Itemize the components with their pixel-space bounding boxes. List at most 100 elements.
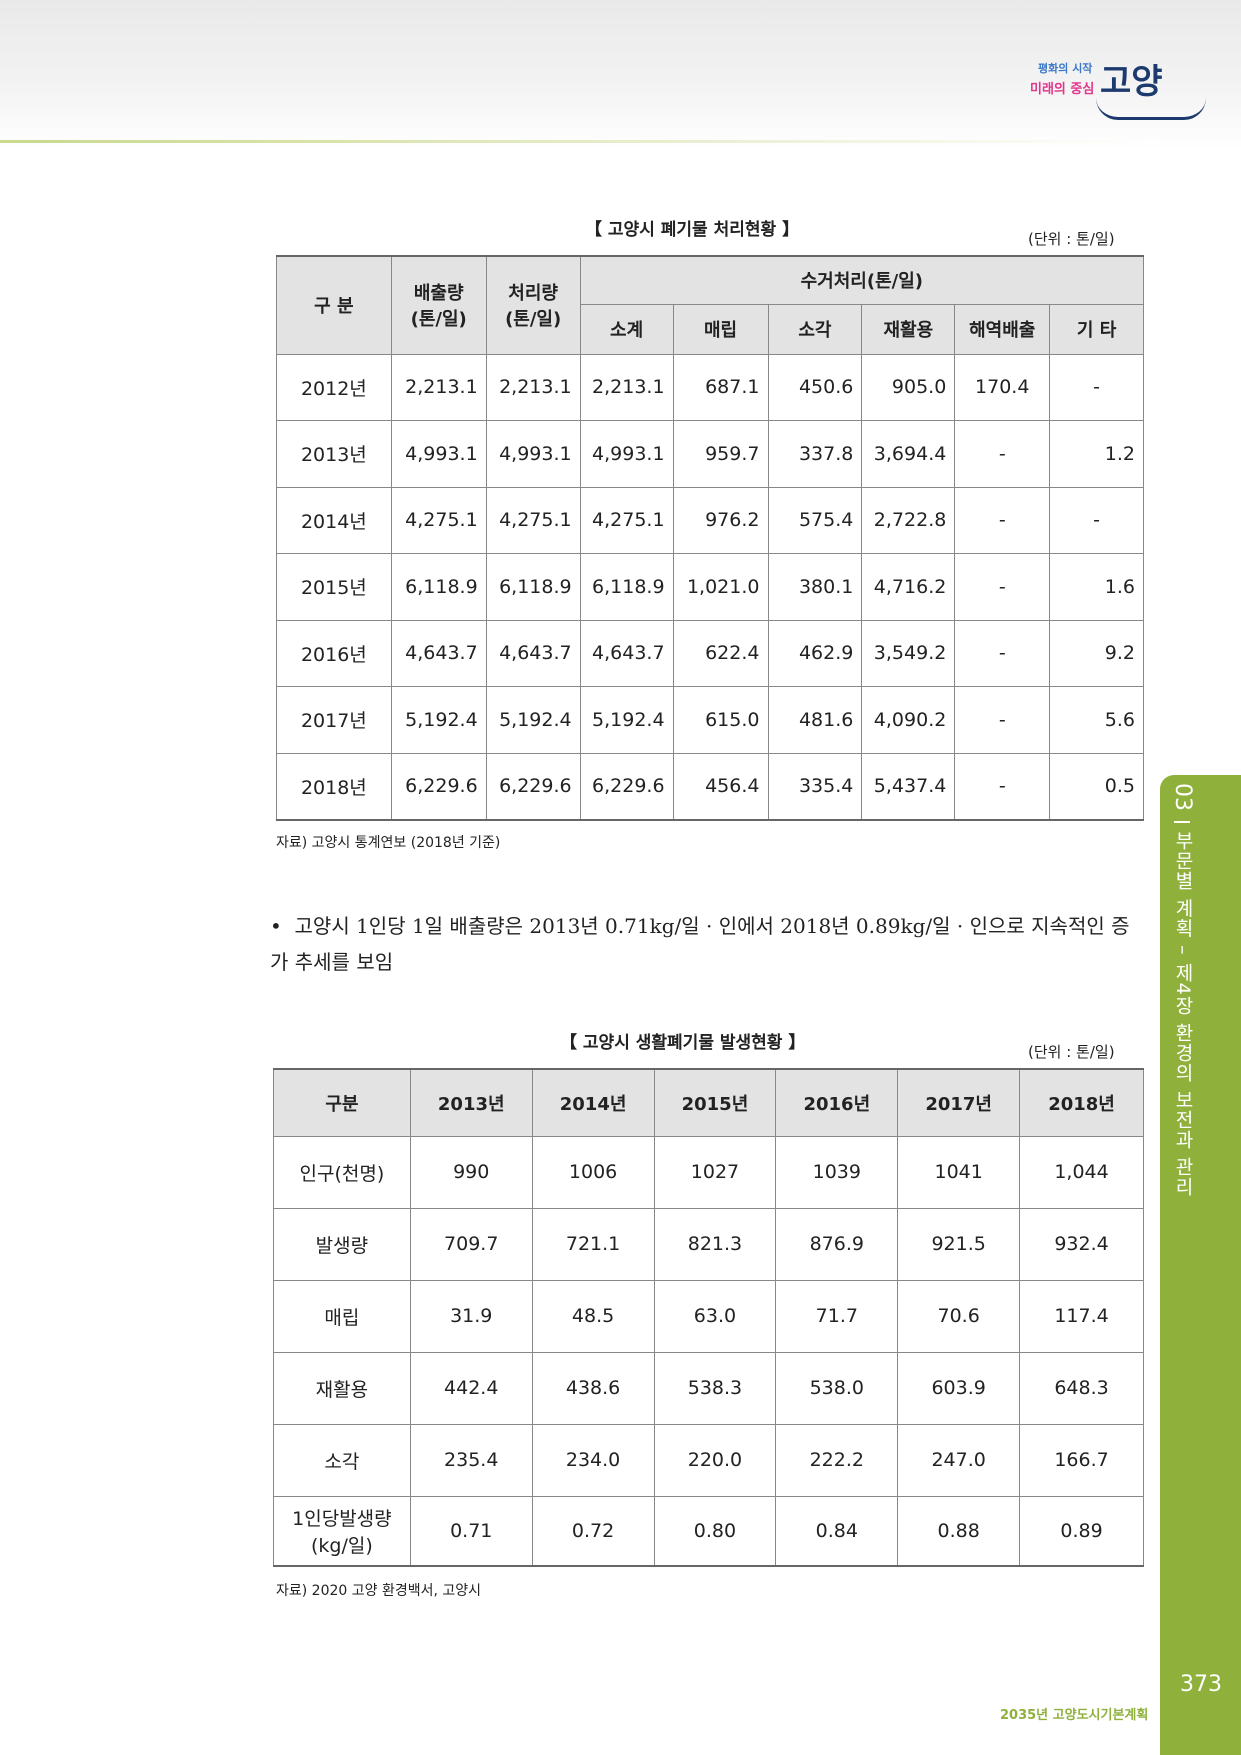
table-cell: - [954,420,1051,488]
household-waste-table: 구분 2013년 2014년 2015년 2016년 2017년 2018년 인구(천명) 99… [273,1068,1144,1567]
table-cell: 4,275.1 [485,486,581,554]
table-cell: 0.5 [1049,752,1144,820]
table2-source: 자료) 2020 고양 환경백서, 고양시 [276,1583,482,1599]
header-cell: 2015년 [653,1068,777,1137]
table-cell: 소각 [273,1423,411,1497]
goyang-logo: 평화의 시작 미래의 중심 고양 [1030,40,1206,120]
table-cell: 721.1 [531,1207,655,1281]
table-cell: 380.1 [767,553,863,621]
table1-source: 자료) 고양시 통계연보 (2018년 기준) [276,835,501,851]
table-cell: - [1049,486,1144,554]
table-cell: 709.7 [409,1207,533,1281]
table-row: 매립 31.9 48.5 63.0 71.7 70.6 117.4 [273,1279,1144,1353]
table-cell: 2016년 [276,619,392,687]
header-cell: 2016년 [775,1068,899,1137]
table-cell: 재활용 [273,1351,411,1425]
header-processed: 처리량 (톤/일) [485,255,581,355]
table-cell: 234.0 [531,1423,655,1497]
table-cell: - [954,619,1051,687]
header-rule [0,140,1160,143]
table-cell: 481.6 [767,686,863,754]
table-cell: 0.89 [1019,1495,1144,1567]
table-row: 발생량 709.7 721.1 821.3 876.9 921.5 932.4 [273,1207,1144,1281]
table-cell: 932.4 [1019,1207,1144,1281]
table-cell: 166.7 [1019,1423,1144,1497]
header-cell: 2014년 [531,1068,655,1137]
table-cell: 2012년 [276,353,392,421]
table1-unit: (단위 : 톤/일) [1028,230,1115,248]
table-cell: 876.9 [775,1207,899,1281]
table-cell: 매립 [273,1279,411,1353]
table-cell: 117.4 [1019,1279,1144,1353]
table-cell: 6,229.6 [485,752,581,820]
header-cell: 2018년 [1019,1068,1144,1137]
table-cell: 438.6 [531,1351,655,1425]
table-cell: 0.80 [653,1495,777,1567]
table-row: 2017년 5,192.4 5,192.4 5,192.4 615.0 481.6 4,09… [276,686,1144,754]
table2-caption: 【 고양시 생활폐기물 발생현황 】 [560,1033,806,1053]
table-cell: 2,213.1 [390,353,487,421]
table2-unit: (단위 : 톤/일) [1028,1043,1115,1061]
table-cell: 발생량 [273,1207,411,1281]
table-cell: 335.4 [767,752,863,820]
table-row: 2013년 4,993.1 4,993.1 4,993.1 959.7 337.8 3,69… [276,420,1144,488]
table-cell: 1041 [897,1135,1021,1209]
header-cell: 구분 [273,1068,411,1137]
table-cell: 5,192.4 [485,686,581,754]
table-cell: 2013년 [276,420,392,488]
table-cell: 9.2 [1049,619,1144,687]
table-row: 2012년 2,213.1 2,213.1 2,213.1 687.1 450.6 905.… [276,353,1144,421]
table-cell: 5,192.4 [579,686,674,754]
table-cell: 2015년 [276,553,392,621]
table-cell: 2,213.1 [485,353,581,421]
table-cell: 70.6 [897,1279,1021,1353]
table-cell: 1,021.0 [672,553,769,621]
table-cell: 921.5 [897,1207,1021,1281]
table-cell: 2017년 [276,686,392,754]
table-cell: 3,694.4 [861,420,956,488]
header-category: 구 분 [276,255,392,355]
table-cell: 4,993.1 [390,420,487,488]
table-row: 2015년 6,118.9 6,118.9 6,118.9 1,021.0 380.1 4,… [276,553,1144,621]
table-cell: 976.2 [672,486,769,554]
table-cell: 71.7 [775,1279,899,1353]
header-sub: 소각 [767,303,863,355]
table-cell: 2014년 [276,486,392,554]
header-emission: 배출량 (톤/일) [390,255,487,355]
table-row: 1인당발생량 (kg/일) 0.71 0.72 0.80 0.84 0.88 0.89 [273,1495,1144,1567]
header-collection: 수거처리(톤/일) [579,255,1145,305]
table-cell: 1006 [531,1135,655,1209]
table-cell: 1027 [653,1135,777,1209]
table-cell: 235.4 [409,1423,533,1497]
table-cell: 1.6 [1049,553,1144,621]
table-cell: 170.4 [954,353,1051,421]
header-sub: 소계 [579,303,674,355]
table-cell: 1,044 [1019,1135,1144,1209]
table-cell: 247.0 [897,1423,1021,1497]
table1-caption: 【 고양시 폐기물 처리현황 】 [585,220,800,240]
table-cell: 4,275.1 [579,486,674,554]
table-cell: 4,275.1 [390,486,487,554]
header-background [0,0,1241,150]
table-cell: 575.4 [767,486,863,554]
table-cell: 462.9 [767,619,863,687]
header-cell: 2013년 [409,1068,533,1137]
table-cell: 603.9 [897,1351,1021,1425]
table-cell: 648.3 [1019,1351,1144,1425]
footer-title: 2035년 고양도시기본계획 [1000,1708,1149,1723]
table-cell: 2,213.1 [579,353,674,421]
header-sub: 매립 [672,303,769,355]
table-cell: 821.3 [653,1207,777,1281]
table-row: 2016년 4,643.7 4,643.7 4,643.7 622.4 462.9 3,54… [276,619,1144,687]
table-cell: 31.9 [409,1279,533,1353]
table-cell: 220.0 [653,1423,777,1497]
table-cell: 3,549.2 [861,619,956,687]
table-cell: 2,722.8 [861,486,956,554]
table-cell: 인구(천명) [273,1135,411,1209]
table-cell: 48.5 [531,1279,655,1353]
table-cell: 0.72 [531,1495,655,1567]
table-cell: 1인당발생량 (kg/일) [273,1495,411,1567]
page-number: 373 [1180,1672,1222,1697]
table-cell: 6,118.9 [390,553,487,621]
table-cell: 222.2 [775,1423,899,1497]
